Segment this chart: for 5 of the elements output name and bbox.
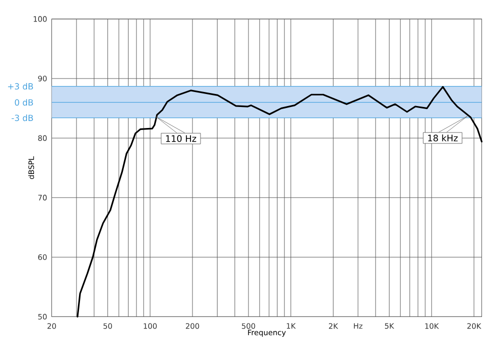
annotation: 110 Hz — [166, 135, 196, 142]
ref-line-label: -3 dB — [12, 114, 33, 122]
ref-line-label: 0 dB — [14, 99, 33, 106]
annotation: 18 kHz — [428, 134, 458, 142]
ref-line-label: +3 dB — [8, 83, 33, 90]
